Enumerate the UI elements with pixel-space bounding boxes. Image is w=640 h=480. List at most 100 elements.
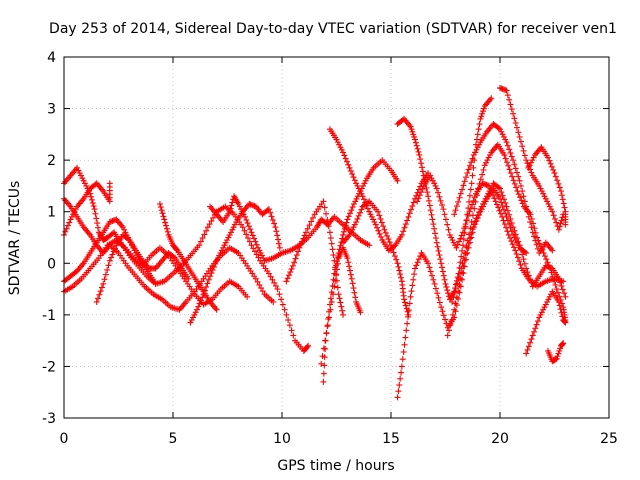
data-point xyxy=(192,309,199,316)
data-point xyxy=(340,231,347,238)
data-point xyxy=(105,262,112,269)
data-point xyxy=(299,238,306,245)
data-point xyxy=(354,215,361,222)
data-point xyxy=(447,322,454,329)
data-point xyxy=(360,182,367,189)
data-point xyxy=(455,275,462,282)
data-point xyxy=(93,298,100,305)
data-point xyxy=(398,231,405,238)
data-point xyxy=(102,271,109,278)
data-point xyxy=(161,216,168,223)
data-point xyxy=(342,155,349,162)
data-point xyxy=(190,314,197,321)
data-point xyxy=(346,164,353,171)
data-point xyxy=(338,303,345,310)
data-point xyxy=(485,190,492,197)
data-point xyxy=(353,219,360,226)
data-point xyxy=(265,206,272,213)
data-point xyxy=(271,220,278,227)
data-point xyxy=(552,173,559,180)
data-point xyxy=(502,136,509,143)
data-point xyxy=(455,198,462,205)
data-point xyxy=(91,206,98,213)
data-point xyxy=(337,299,344,306)
data-point xyxy=(506,211,513,218)
data-point xyxy=(432,285,439,292)
data-point xyxy=(330,276,337,283)
data-point xyxy=(347,271,354,278)
data-point xyxy=(448,317,455,324)
data-point xyxy=(545,262,552,269)
data-point xyxy=(344,255,351,262)
data-point xyxy=(415,256,422,263)
data-point xyxy=(409,282,416,289)
data-point xyxy=(283,311,290,318)
data-point xyxy=(104,266,111,273)
data-point xyxy=(536,182,543,189)
data-point xyxy=(538,188,545,195)
data-point xyxy=(558,309,565,316)
data-point xyxy=(267,209,274,216)
data-point xyxy=(457,235,464,242)
data-point xyxy=(531,233,538,240)
data-point xyxy=(431,225,438,232)
data-point xyxy=(469,155,476,162)
data-point xyxy=(442,216,449,223)
data-point xyxy=(452,207,459,214)
data-point xyxy=(398,363,405,370)
data-point xyxy=(295,248,302,255)
series-track-21 xyxy=(497,84,567,233)
data-point xyxy=(525,164,532,171)
data-point xyxy=(436,299,443,306)
data-point xyxy=(432,230,439,237)
data-point xyxy=(519,200,526,207)
data-point xyxy=(528,224,535,231)
series-track-7 xyxy=(156,200,220,313)
data-point xyxy=(208,270,215,277)
x-tick-label: 15 xyxy=(382,431,400,447)
data-point xyxy=(326,314,333,321)
data-point xyxy=(409,128,416,135)
data-point xyxy=(408,288,415,295)
data-point xyxy=(484,157,491,164)
data-point xyxy=(481,162,488,169)
data-point xyxy=(556,347,563,354)
data-point xyxy=(341,225,348,232)
data-point xyxy=(287,269,294,276)
data-point xyxy=(384,232,391,239)
data-point xyxy=(549,247,556,254)
data-point xyxy=(556,302,563,309)
data-point xyxy=(252,275,259,282)
data-point xyxy=(553,355,560,362)
data-point xyxy=(498,189,505,196)
data-point xyxy=(347,229,354,236)
data-point xyxy=(197,238,204,245)
data-point xyxy=(300,235,307,242)
data-point xyxy=(213,257,220,264)
data-point xyxy=(428,175,435,182)
data-point xyxy=(419,168,426,175)
data-point xyxy=(495,204,502,211)
data-point xyxy=(415,195,422,202)
data-point xyxy=(320,378,327,385)
data-point xyxy=(327,295,334,302)
series-track-23 xyxy=(523,288,569,357)
data-point xyxy=(90,203,97,210)
data-point xyxy=(439,268,446,275)
data-points xyxy=(61,84,569,401)
data-point xyxy=(283,278,290,285)
x-tick-label: 5 xyxy=(169,431,178,447)
data-point xyxy=(75,167,82,174)
data-point xyxy=(533,241,540,248)
data-point xyxy=(256,281,263,288)
data-point xyxy=(439,308,446,315)
data-point xyxy=(335,249,342,256)
data-point xyxy=(521,152,528,159)
data-point xyxy=(517,182,524,189)
data-point xyxy=(456,194,463,201)
data-point xyxy=(359,193,366,200)
data-point xyxy=(559,313,566,320)
data-point xyxy=(89,199,96,206)
data-point xyxy=(551,215,558,222)
x-tick-label: 20 xyxy=(491,431,509,447)
